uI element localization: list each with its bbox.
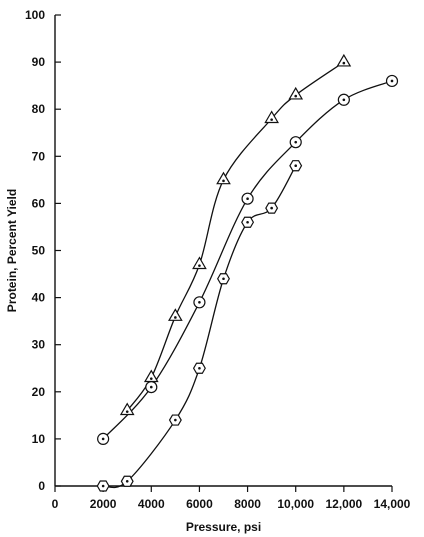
circle-marker-dot xyxy=(246,197,249,200)
hexagon-marker-dot xyxy=(246,220,249,224)
y-tick-label: 100 xyxy=(25,8,45,22)
triangle-marker xyxy=(288,86,304,100)
y-tick-label: 50 xyxy=(32,244,46,258)
circle-marker-dot xyxy=(294,140,298,144)
hexagon-marker-dot xyxy=(198,366,201,370)
hexagon-marker-dot xyxy=(101,484,105,488)
triangle-marker-dot xyxy=(270,118,273,121)
triangle-marker-dot xyxy=(294,94,298,98)
y-tick-label: 60 xyxy=(32,196,46,210)
x-tick-label: 12,000 xyxy=(326,497,363,511)
x-tick-label: 6000 xyxy=(186,497,213,511)
x-tick-label: 8000 xyxy=(234,497,261,511)
y-tick-label: 30 xyxy=(32,338,46,352)
hexagon-marker-dot xyxy=(222,277,225,281)
circle-marker-dot xyxy=(342,98,346,102)
triangle-marker xyxy=(192,256,207,270)
triangle-marker xyxy=(336,53,352,67)
x-tick-label: 14,000 xyxy=(374,497,411,511)
triangle-marker-dot xyxy=(342,61,346,65)
y-tick-label: 40 xyxy=(32,291,46,305)
triangle-marker xyxy=(119,402,135,416)
x-tick-label: 10,000 xyxy=(277,497,314,511)
axis-labels: 0 10 20 30 40 50 60 70 80 90 100 0 2000 4000 6000 8000 1… xyxy=(5,8,411,534)
circle-marker-dot xyxy=(149,385,153,389)
triangle-marker xyxy=(216,171,231,185)
hexagon-marker-dot xyxy=(125,479,129,483)
y-tick-label: 20 xyxy=(32,385,46,399)
x-tick-label: 4000 xyxy=(138,497,165,511)
x-tick-label: 2000 xyxy=(90,497,117,511)
y-tick-label: 70 xyxy=(32,149,46,163)
triangle-marker-dot xyxy=(125,410,129,413)
x-tick-label: 0 xyxy=(52,497,59,511)
circle-marker-dot xyxy=(101,437,105,441)
hexagon-marker-dot xyxy=(270,206,273,210)
triangle-marker xyxy=(168,308,183,321)
series-markers xyxy=(96,53,399,492)
triangle-marker xyxy=(264,110,279,124)
triangle-marker-dot xyxy=(174,316,177,319)
y-tick-label: 90 xyxy=(32,55,46,69)
triangle-marker-dot xyxy=(149,377,153,380)
triangle-marker-dot xyxy=(222,179,225,183)
circle-marker-dot xyxy=(198,301,201,304)
y-axis-title: Protein, Percent Yield xyxy=(5,189,19,312)
y-tick-label: 0 xyxy=(38,479,45,493)
hexagon-marker-dot xyxy=(174,418,177,422)
triangle-marker-dot xyxy=(198,264,201,267)
x-axis-title: Pressure, psi xyxy=(186,520,261,534)
hexagon-marker-dot xyxy=(294,164,298,168)
axes xyxy=(54,14,393,492)
y-tick-label: 80 xyxy=(32,102,46,116)
y-tick-label: 10 xyxy=(32,432,46,446)
circle-marker-dot xyxy=(390,79,394,83)
